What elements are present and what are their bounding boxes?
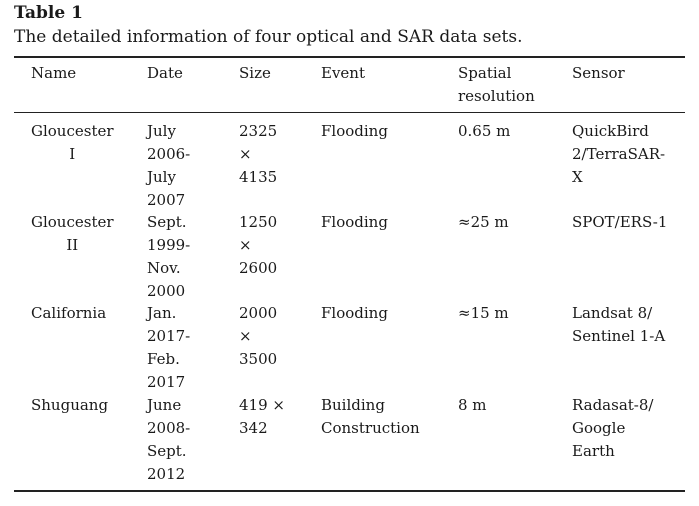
cell-event: Building Construction xyxy=(321,396,420,437)
cell-date: Jan. 2017- Feb. 2017 xyxy=(147,304,191,391)
cell-name: California xyxy=(31,304,107,322)
table-top-rule xyxy=(14,56,685,58)
cell-sensor: QuickBird 2/TerraSAR- X xyxy=(572,122,666,186)
cell-sensor: Landsat 8/ Sentinel 1-A xyxy=(572,304,666,345)
cell-resolution: 8 m xyxy=(458,396,487,414)
cell-size: 2000 × 3500 xyxy=(239,304,278,368)
cell-name: Gloucester II xyxy=(31,213,114,254)
table-caption-label: Table 1 xyxy=(14,3,83,23)
cell-size: 419 × 342 xyxy=(239,396,285,437)
table-caption-text: The detailed information of four optical… xyxy=(14,27,523,47)
cell-size: 1250 × 2600 xyxy=(239,213,278,277)
header-sensor: Sensor xyxy=(572,64,625,82)
header-date: Date xyxy=(147,64,183,82)
cell-resolution: 0.65 m xyxy=(458,122,511,140)
cell-date: Sept. 1999- Nov. 2000 xyxy=(147,213,191,300)
cell-resolution: ≈25 m xyxy=(458,213,509,231)
cell-name: Shuguang xyxy=(31,396,109,414)
cell-sensor: Radasat-8/ Google Earth xyxy=(572,396,654,460)
table-bottom-rule xyxy=(14,490,685,492)
cell-sensor: SPOT/ERS-1 xyxy=(572,213,668,231)
header-size: Size xyxy=(239,64,271,82)
cell-resolution: ≈15 m xyxy=(458,304,509,322)
cell-name: Gloucester I xyxy=(31,122,114,163)
cell-event: Flooding xyxy=(321,122,388,140)
cell-size: 2325 × 4135 xyxy=(239,122,278,186)
table-header-rule xyxy=(14,112,685,113)
cell-event: Flooding xyxy=(321,213,388,231)
cell-date: June 2008- Sept. 2012 xyxy=(147,396,191,483)
cell-date: July 2006- July 2007 xyxy=(147,122,191,209)
header-name: Name xyxy=(31,64,77,82)
header-spatial-resolution: Spatial resolution xyxy=(458,64,535,105)
header-event: Event xyxy=(321,64,365,82)
cell-event: Flooding xyxy=(321,304,388,322)
